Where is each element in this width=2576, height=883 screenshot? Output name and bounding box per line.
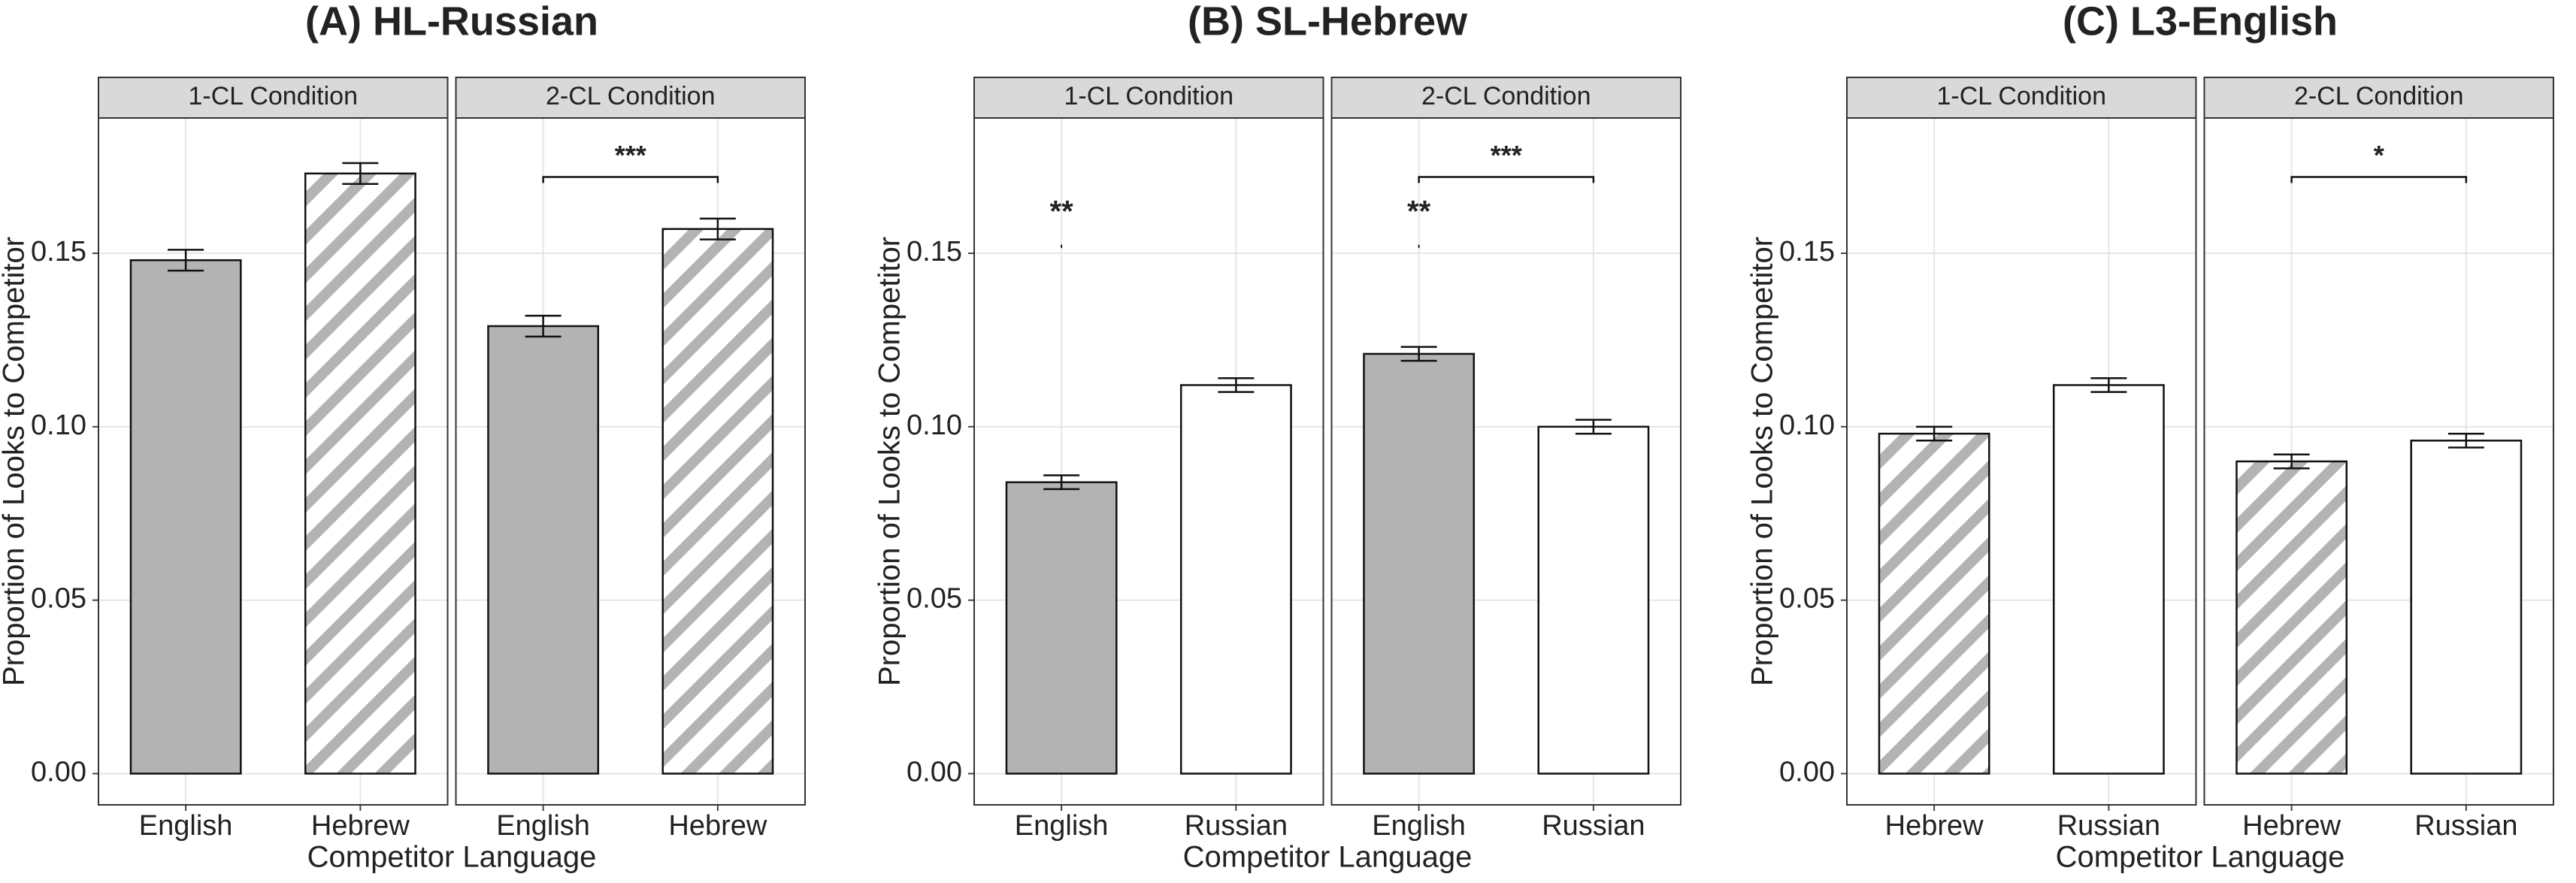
facet-strip-label: 2-CL Condition (2294, 82, 2464, 110)
x-tick-label: Russian (2057, 810, 2160, 842)
facet-strip-label: 1-CL Condition (1936, 82, 2106, 110)
y-tick-label: 0.00 (31, 756, 86, 788)
x-axis-label: Competitor Language (307, 841, 597, 874)
x-tick-label: Russian (1185, 810, 1288, 842)
facet-strip (973, 77, 1324, 119)
facet-strip-label: 1-CL Condition (188, 82, 358, 110)
y-axis-label: Proportion of Looks to Competitor (0, 237, 31, 686)
panel-border (455, 117, 806, 806)
error-bar (1218, 376, 1255, 393)
x-axis-label: Competitor Language (1183, 841, 1473, 874)
facet-strip-label: 1-CL Condition (1064, 82, 1234, 110)
bar (1005, 481, 1118, 775)
y-axis-label: Proportion of Looks to Competitor (873, 237, 907, 686)
x-tick-label: English (1372, 810, 1466, 842)
y-tick-label: 0.10 (1779, 410, 1835, 441)
significance-label: * (2374, 140, 2384, 171)
panel-border (1846, 117, 2197, 806)
error-bar (699, 217, 736, 240)
y-tick-label: 0.15 (1779, 236, 1835, 268)
y-tick-label: 0.10 (31, 410, 86, 441)
bar (2410, 440, 2523, 775)
error-bar (1400, 346, 1437, 362)
bar (661, 228, 774, 775)
panel-border (2203, 117, 2554, 806)
facet-strip (455, 77, 806, 119)
bar (1363, 352, 1476, 775)
bar (304, 172, 416, 775)
panel-border (98, 117, 449, 806)
facet-strip (1330, 77, 1682, 119)
bar (129, 259, 242, 775)
x-tick-label: English (139, 810, 233, 842)
x-tick-label: Russian (1542, 810, 1645, 842)
facet-strip-label: 2-CL Condition (1421, 82, 1591, 110)
significance-label: *** (1491, 140, 1522, 171)
error-bar (1043, 474, 1080, 491)
x-tick-label: Hebrew (1885, 810, 1984, 842)
significance-label: *** (615, 140, 646, 171)
facet-strip-label: 2-CL Condition (546, 82, 716, 110)
significance-bracket (2290, 176, 2468, 183)
bar (487, 325, 600, 775)
y-tick-label: 0.05 (31, 583, 86, 615)
error-bar (342, 162, 379, 185)
x-tick-label: English (496, 810, 590, 842)
y-tick-label: 0.05 (1779, 583, 1835, 615)
y-axis-label: Proportion of Looks to Competitor (1746, 237, 1779, 686)
x-axis-label: Competitor Language (2056, 841, 2345, 874)
annotation: ** (1407, 195, 1431, 228)
bar (1179, 384, 1292, 775)
x-tick-label: Russian (2414, 810, 2517, 842)
x-tick-label: English (1015, 810, 1109, 842)
facet-strip (2203, 77, 2554, 119)
error-bar (525, 314, 562, 338)
y-tick-label: 0.05 (907, 583, 962, 615)
annotation: ** (1050, 195, 1074, 228)
bar (2052, 384, 2165, 775)
error-bar (2090, 376, 2127, 393)
bar (1537, 425, 1650, 775)
error-bar (1916, 425, 1953, 442)
error-bar (2273, 453, 2310, 470)
y-tick-label: 0.00 (907, 756, 962, 788)
chart-title: (B) SL-Hebrew (1188, 0, 1468, 44)
x-tick-label: Hebrew (2242, 810, 2341, 842)
error-bar (2447, 432, 2484, 449)
chart-title: (A) HL-Russian (305, 0, 598, 44)
y-tick-label: 0.15 (31, 236, 86, 268)
error-bar (168, 249, 204, 272)
significance-bracket (1418, 176, 1595, 183)
facet-strip (98, 77, 449, 119)
x-tick-label: Hebrew (311, 810, 410, 842)
y-tick-label: 0.15 (907, 236, 962, 268)
panel-border (973, 117, 1324, 806)
bar (1878, 432, 1990, 775)
error-bar (1575, 419, 1612, 435)
panel-border (1330, 117, 1682, 806)
y-tick-label: 0.00 (1779, 756, 1835, 788)
bar (2235, 460, 2348, 775)
y-tick-label: 0.10 (907, 410, 962, 441)
chart-title: (C) L3-English (2063, 0, 2338, 44)
x-tick-label: Hebrew (668, 810, 767, 842)
significance-bracket (542, 176, 719, 183)
